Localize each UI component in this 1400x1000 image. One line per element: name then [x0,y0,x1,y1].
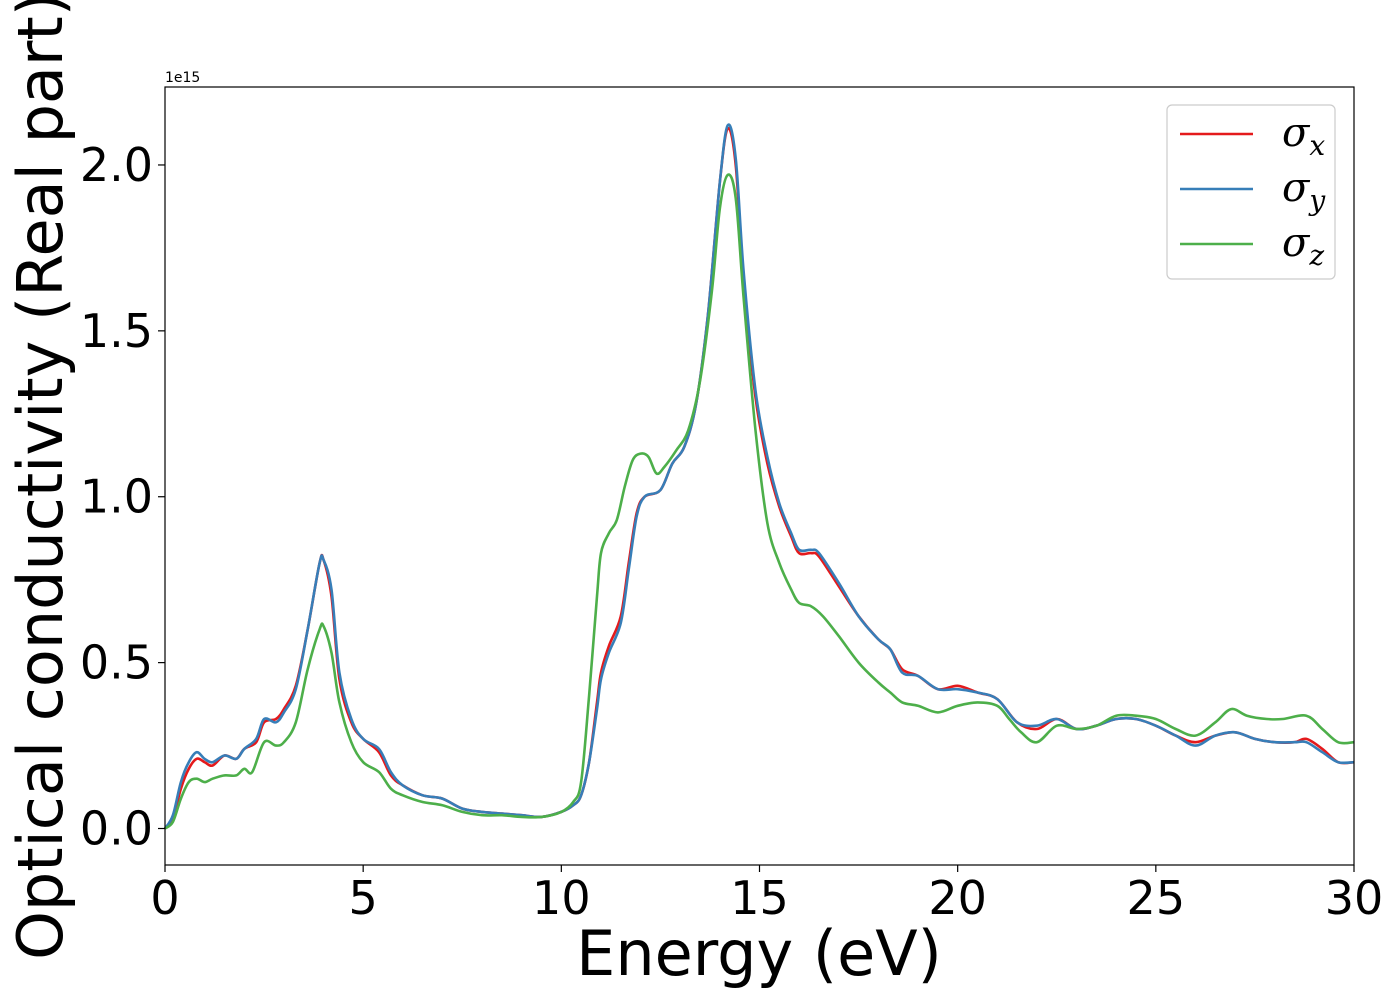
x-tick-label: 30 [1325,871,1384,925]
y-tick-label: 1.5 [80,304,153,358]
series-line-z [164,173,1355,830]
legend-label-z: σz [1282,220,1324,272]
x-tick-label: 20 [928,871,987,925]
y-tick-label: 2.0 [80,138,153,192]
y-tick-label: 0.0 [80,802,153,856]
x-tick-label: 25 [1127,871,1186,925]
y-tick-label: 0.5 [80,636,153,690]
x-tick-label: 10 [532,871,591,925]
x-tick-label: 0 [150,871,179,925]
legend-label-y: σy [1282,165,1326,217]
legend-label-x: σx [1282,110,1325,162]
x-tick-label: 15 [730,871,789,925]
x-tick-label: 5 [349,871,378,925]
y-axis-ticks: 0.0 0.5 1.0 1.5 2.0 [80,138,165,856]
y-axis-label: Optical conductivity (Real part) [4,0,77,960]
x-axis-label: Energy (eV) [576,917,942,990]
x-axis-ticks: 0 5 10 15 20 25 30 [150,865,1383,925]
legend-frame [1166,104,1336,280]
y-tick-label: 1.0 [80,470,153,524]
y-axis-offset-label: 1e15 [165,70,200,86]
plot-lines [163,123,1355,830]
